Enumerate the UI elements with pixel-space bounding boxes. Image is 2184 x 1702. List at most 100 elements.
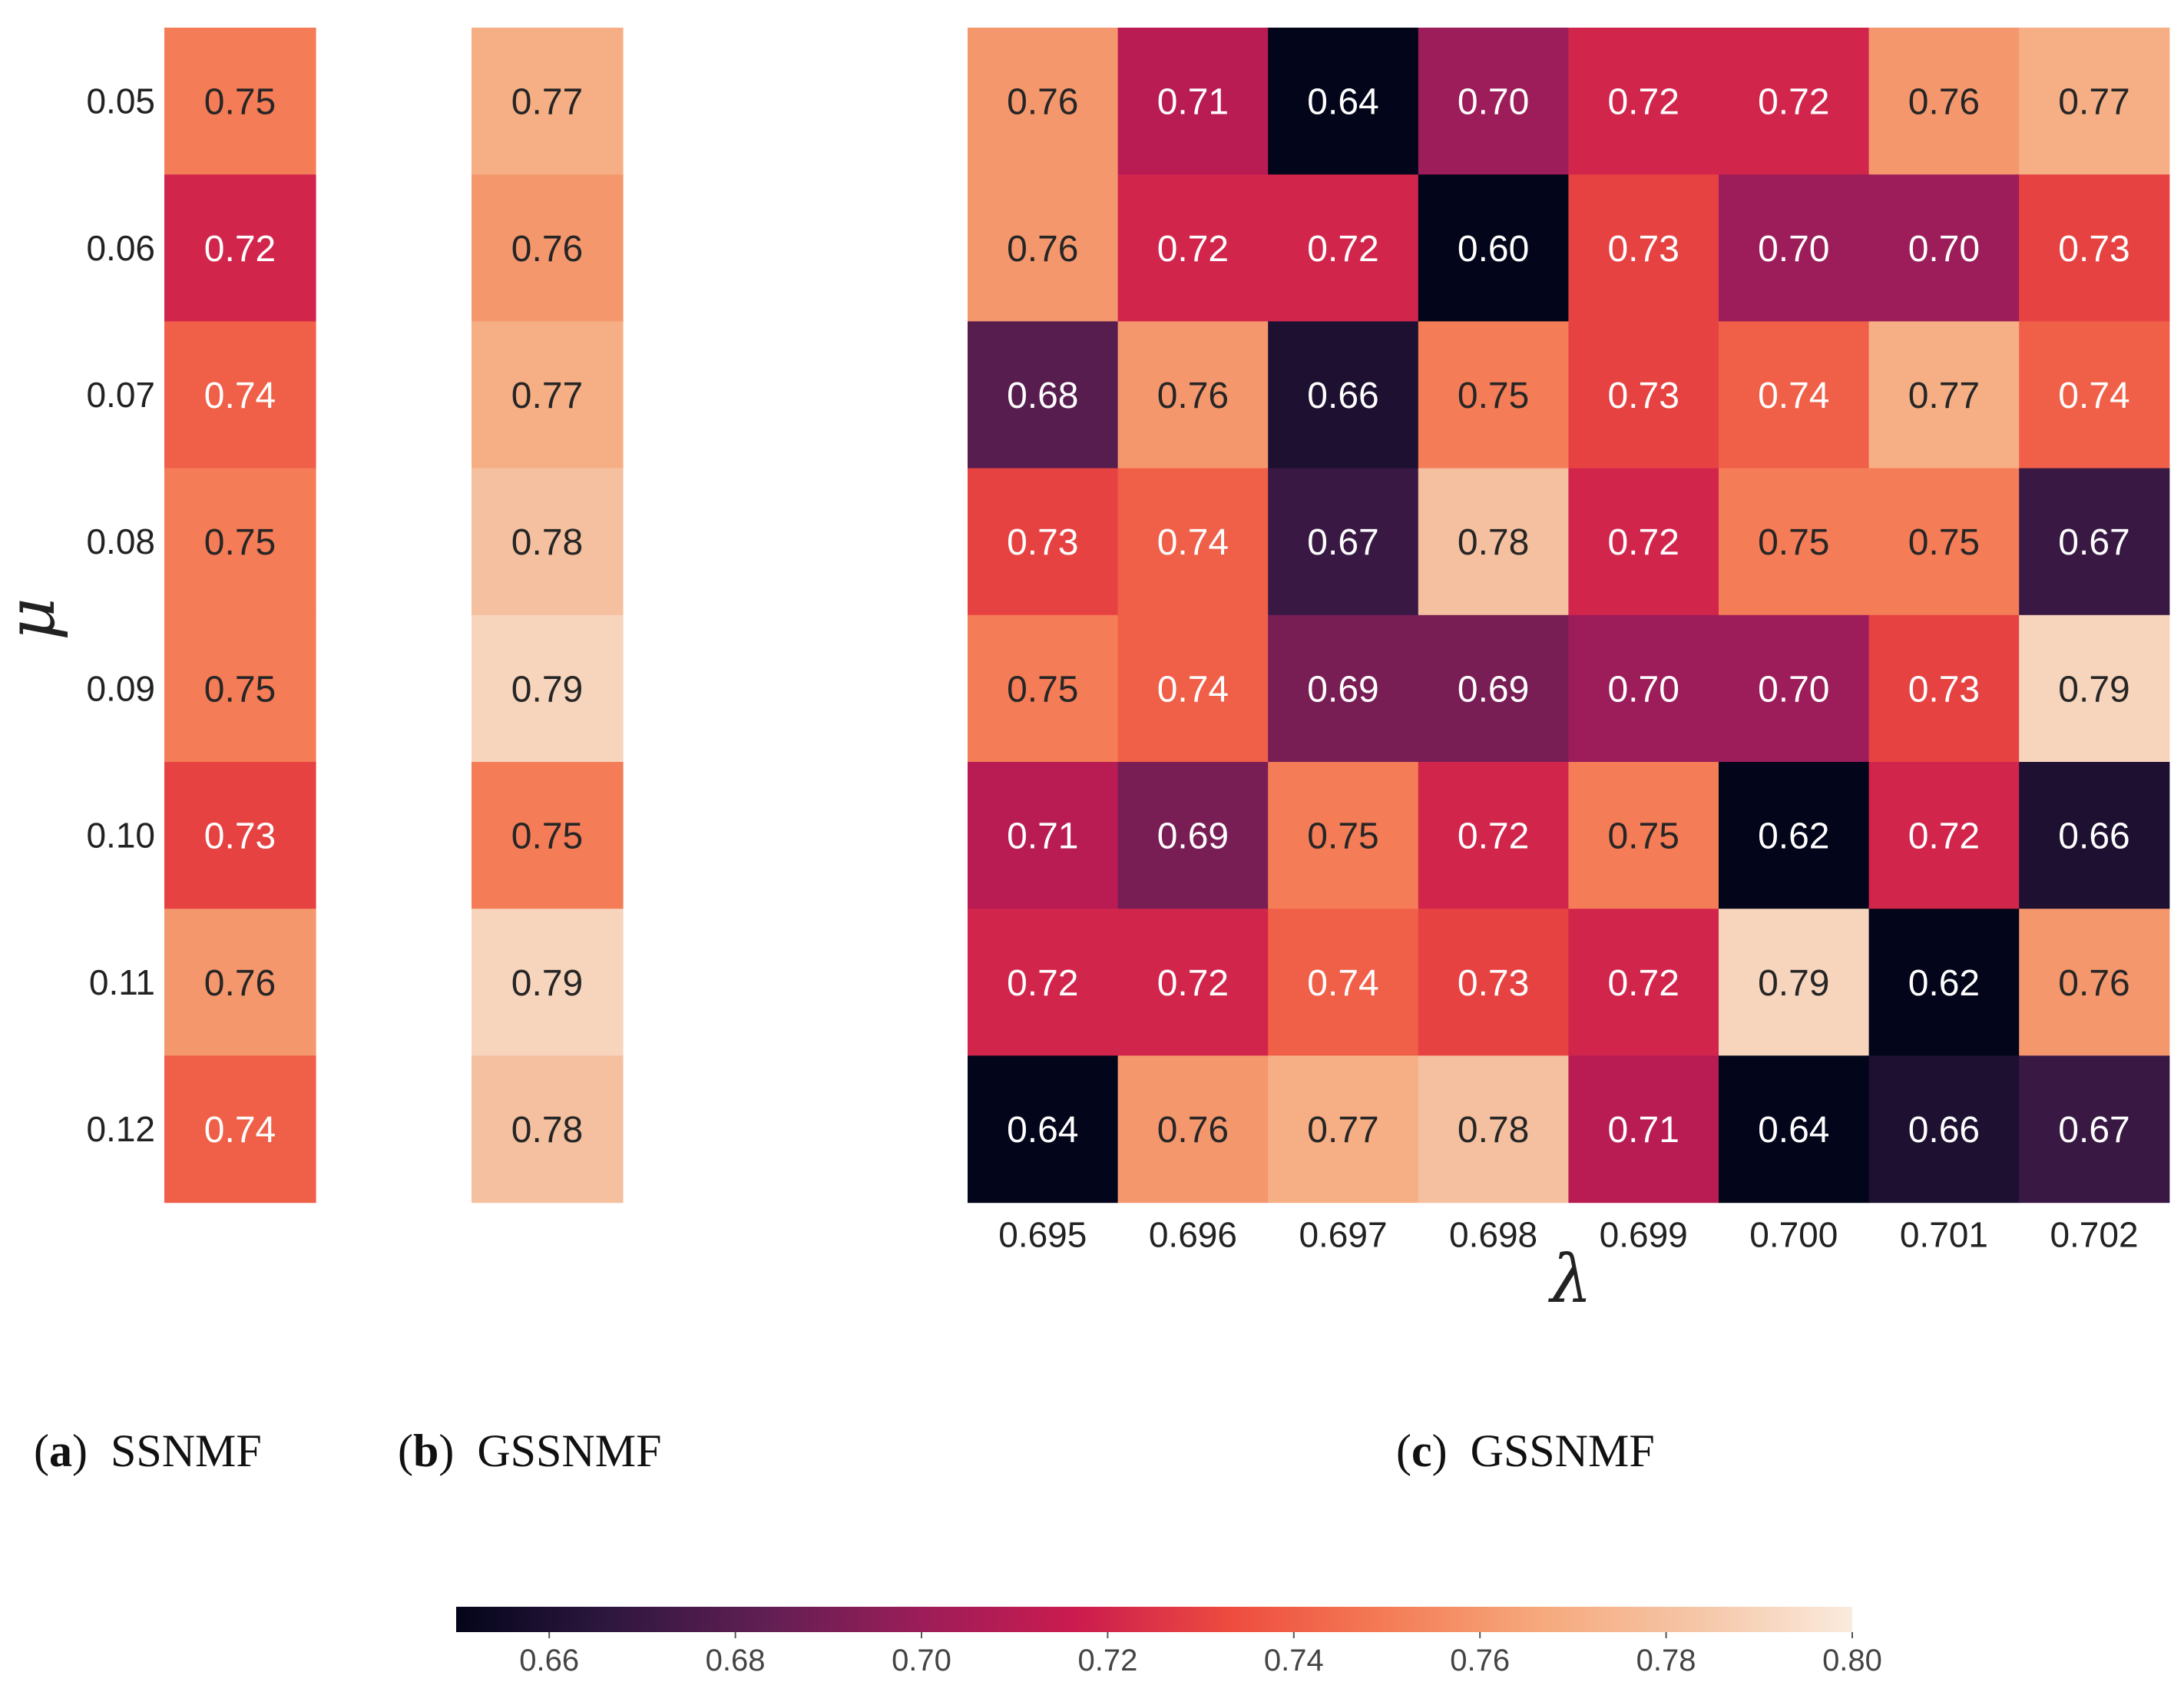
heatmap-c-cell-r5-c3 [1418,762,1569,909]
heatmap-c-cell-r0-c3 [1418,28,1569,175]
x-tick-label-c-3: 0.698 [1449,1215,1537,1255]
heatmap-b-cell-label-r4-c0: 0.79 [511,669,583,710]
heatmap-c-cell-r7-c4 [1568,1055,1719,1204]
heatmap-c-cell-r1-c4 [1568,174,1719,322]
colorbar-tick-label-3: 0.72 [1077,1644,1137,1677]
colorbar-tick-label-7: 0.80 [1822,1644,1882,1677]
heatmap-c-cell-r6-c1 [1117,909,1269,1056]
heatmap-c-cell-r0-c7 [2019,28,2170,175]
heatmap-c-cell-r3-c0 [968,468,1119,616]
heatmap-c-cell-label-r6-c1: 0.72 [1157,963,1229,1004]
y-tick-label-a-1: 0.06 [86,228,155,268]
heatmap-c-cell-label-r3-c1: 0.74 [1157,522,1229,563]
heatmap-c-cell-r4-c4 [1568,614,1719,763]
heatmap-c-cell-r4-c3 [1418,614,1569,763]
heatmap-b-cell-r6-c0 [472,909,624,1056]
heatmap-a-cell-r5-c0 [164,762,316,909]
heatmap-c-cell-r6-c0 [968,909,1119,1056]
heatmap-c-cell-label-r7-c3: 0.78 [1458,1110,1529,1151]
heatmap-c-cell-r5-c6 [1868,762,2020,909]
heatmap-a-cell-r1-c0 [164,174,316,322]
heatmap-c-cell-label-r2-c2: 0.66 [1307,376,1378,416]
heatmap-c-cell-r5-c2 [1268,762,1419,909]
heatmap-c-cell-label-r2-c7: 0.74 [2058,376,2129,416]
heatmap-c-cell-label-r7-c7: 0.67 [2058,1110,2129,1151]
heatmap-c-cell-label-r4-c7: 0.79 [2058,669,2129,710]
heatmap-c-cell-r4-c0 [968,614,1119,763]
heatmap-c-cell-label-r2-c4: 0.73 [1607,376,1679,416]
heatmap-c-cell-r5-c5 [1719,762,1870,909]
heatmap-c-cell-r5-c1 [1117,762,1269,909]
x-tick-label-c-0: 0.695 [998,1215,1087,1255]
heatmap-c-cell-label-r6-c4: 0.72 [1607,963,1679,1004]
heatmap-c-cell-r1-c2 [1268,174,1419,322]
heatmap-b-cell-label-r5-c0: 0.75 [511,816,583,857]
heatmap-c-cell-r4-c7 [2019,614,2170,763]
heatmap-c-cell-label-r2-c0: 0.68 [1007,376,1078,416]
heatmap-c-cell-label-r4-c5: 0.70 [1758,669,1829,710]
heatmap-c-cell-label-r4-c2: 0.69 [1307,669,1378,710]
heatmap-c-cell-r3-c1 [1117,468,1269,616]
heatmap-c-cell-label-r3-c7: 0.67 [2058,522,2129,563]
heatmap-c-cell-label-r1-c1: 0.72 [1157,229,1229,270]
y-tick-label-a-3: 0.08 [86,522,155,561]
heatmap-c-cell-r7-c1 [1117,1055,1269,1204]
x-tick-label-c-7: 0.702 [2050,1215,2138,1255]
heatmap-c-cell-label-r4-c0: 0.75 [1007,669,1078,710]
heatmap-c-cell-label-r3-c4: 0.72 [1607,522,1679,563]
heatmap-b-cell-label-r7-c0: 0.78 [511,1110,583,1151]
heatmap-a-cell-label-r6-c0: 0.76 [204,963,276,1004]
heatmap-c-cell-r0-c2 [1268,28,1419,175]
heatmap-a-cell-label-r3-c0: 0.75 [204,522,276,563]
heatmap-c-cell-label-r6-c3: 0.73 [1458,963,1529,1004]
heatmap-a-cell-r4-c0 [164,614,316,763]
heatmap-c-cell-label-r2-c5: 0.74 [1758,376,1829,416]
heatmap-c-cell-r0-c1 [1117,28,1269,175]
heatmap-c-cell-r0-c4 [1568,28,1719,175]
heatmap-c-cell-r2-c6 [1868,321,2020,469]
heatmap-c-cell-r0-c5 [1719,28,1870,175]
heatmap-c-cell-label-r7-c1: 0.76 [1157,1110,1229,1151]
heatmap-c-cell-r1-c0 [968,174,1119,322]
heatmap-c-cell-r3-c3 [1418,468,1569,616]
heatmap-b-panel: 0.77 0.76 0.77 0.78 0.79 0.75 0.79 0.78 [472,28,624,1204]
heatmap-c-cell-r1-c7 [2019,174,2170,322]
colorbar: 0.66 0.68 0.70 0.72 0.74 0.76 0.78 0.80 [456,1607,1882,1677]
heatmap-c-cell-r0-c6 [1868,28,2020,175]
heatmap-c-cell-r3-c4 [1568,468,1719,616]
caption-c-letter: c [1411,1426,1432,1476]
heatmap-c-cell-label-r7-c6: 0.66 [1908,1110,1980,1151]
heatmap-c-cell-label-r5-c2: 0.75 [1307,816,1378,857]
colorbar-tick-label-0: 0.66 [519,1644,579,1677]
heatmap-c-cell-label-r5-c5: 0.62 [1758,816,1829,857]
heatmap-b-cell-label-r2-c0: 0.77 [511,376,583,416]
x-tick-label-c-6: 0.701 [1900,1215,1988,1255]
heatmap-c-cell-r2-c0 [968,321,1119,469]
x-axis-label-lambda: λ [1548,1241,1593,1318]
heatmap-c-cell-r6-c3 [1418,909,1569,1056]
heatmap-c-cell-label-r0-c0: 0.76 [1007,82,1078,123]
colorbar-tick-label-6: 0.78 [1636,1644,1696,1677]
heatmap-a-panel: 0.75 0.72 0.74 0.75 0.75 0.73 0.76 0.74 0.05 0.06… [86,28,316,1204]
heatmap-c-cell-label-r0-c4: 0.72 [1607,82,1679,123]
heatmap-c-cell-label-r5-c1: 0.69 [1157,816,1229,857]
heatmap-c-panel: 0.76 0.71 0.64 0.70 0.72 0.72 0.76 0.77 0.76 0.72… [968,28,2170,1255]
heatmap-c-cell-label-r6-c2: 0.74 [1307,963,1378,1004]
heatmap-c-cell-label-r6-c6: 0.62 [1908,963,1980,1004]
heatmap-c-cell-label-r7-c2: 0.77 [1307,1110,1378,1151]
caption-a-label: SSNMF [110,1426,262,1476]
heatmap-c-cell-label-r1-c2: 0.72 [1307,229,1378,270]
caption-b-label: GSSNMF [477,1426,662,1476]
heatmap-c-cell-label-r0-c6: 0.76 [1908,82,1980,123]
x-tick-label-c-4: 0.699 [1600,1215,1688,1255]
heatmap-c-cell-r5-c7 [2019,762,2170,909]
heatmap-c-cell-label-r4-c4: 0.70 [1607,669,1679,710]
heatmap-c-cell-r5-c4 [1568,762,1719,909]
caption-a-letter: a [48,1426,72,1476]
heatmap-c-cell-label-r5-c3: 0.72 [1458,816,1529,857]
heatmap-c-cell-label-r0-c5: 0.72 [1758,82,1829,123]
heatmap-c-cell-r2-c4 [1568,321,1719,469]
x-tick-label-c-5: 0.700 [1749,1215,1838,1255]
colorbar-tick-label-2: 0.70 [892,1644,951,1677]
heatmap-a-cell-r3-c0 [164,468,316,616]
